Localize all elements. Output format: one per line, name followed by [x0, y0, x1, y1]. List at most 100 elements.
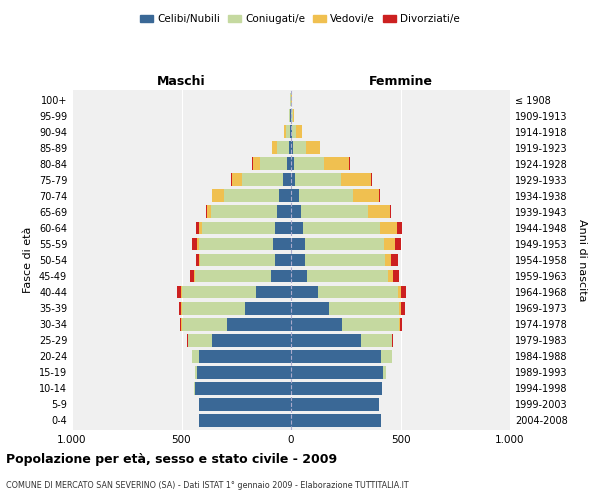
Bar [182, 286, 291, 298]
Bar [286, 126, 291, 138]
Bar [206, 206, 291, 218]
Bar [199, 398, 291, 411]
Bar [291, 286, 398, 298]
Bar [232, 174, 291, 186]
Bar [206, 206, 291, 218]
Bar [291, 286, 319, 298]
Bar [190, 270, 291, 282]
Bar [291, 126, 302, 138]
Bar [291, 286, 406, 298]
Bar [194, 270, 291, 282]
Bar [289, 142, 291, 154]
Bar [291, 142, 306, 154]
Bar [291, 109, 293, 122]
Bar [291, 366, 386, 378]
Bar [291, 190, 299, 202]
Bar [291, 366, 386, 378]
Bar [291, 126, 292, 138]
Bar [291, 350, 392, 362]
Bar [291, 222, 303, 234]
Bar [291, 350, 381, 362]
Bar [260, 158, 291, 170]
Bar [199, 398, 291, 411]
Bar [291, 302, 405, 314]
Bar [291, 286, 401, 298]
Bar [193, 350, 291, 362]
Bar [202, 222, 291, 234]
Bar [291, 334, 361, 346]
Text: Maschi: Maschi [157, 74, 206, 88]
Bar [199, 398, 291, 411]
Bar [291, 222, 380, 234]
Bar [291, 366, 386, 378]
Bar [275, 254, 291, 266]
Bar [291, 109, 293, 122]
Bar [194, 366, 291, 378]
Bar [291, 254, 385, 266]
Bar [291, 302, 329, 314]
Bar [291, 414, 381, 427]
Bar [291, 270, 307, 282]
Bar [291, 414, 381, 427]
Bar [187, 334, 291, 346]
Bar [290, 93, 291, 106]
Bar [271, 270, 291, 282]
Bar [277, 142, 291, 154]
Bar [291, 398, 379, 411]
Bar [291, 414, 381, 427]
Bar [199, 414, 291, 427]
Bar [194, 382, 291, 394]
Bar [194, 270, 291, 282]
Bar [289, 109, 291, 122]
Legend: Celibi/Nubili, Coniugati/e, Vedovi/e, Divorziati/e: Celibi/Nubili, Coniugati/e, Vedovi/e, Di… [136, 10, 464, 29]
Bar [272, 142, 291, 154]
Bar [199, 414, 291, 427]
Bar [291, 318, 400, 330]
Bar [242, 174, 291, 186]
Bar [194, 382, 291, 394]
Bar [200, 254, 291, 266]
Bar [291, 318, 402, 330]
Bar [291, 254, 398, 266]
Bar [291, 334, 392, 346]
Bar [181, 302, 291, 314]
Text: COMUNE DI MERCATO SAN SEVERINO (SA) - Dati ISTAT 1° gennaio 2009 - Elaborazione : COMUNE DI MERCATO SAN SEVERINO (SA) - Da… [6, 481, 409, 490]
Bar [197, 366, 291, 378]
Bar [180, 318, 291, 330]
Bar [256, 286, 291, 298]
Bar [291, 302, 401, 314]
Bar [193, 238, 291, 250]
Bar [291, 238, 401, 250]
Bar [291, 366, 383, 378]
Bar [291, 382, 382, 394]
Bar [291, 270, 400, 282]
Bar [194, 382, 291, 394]
Bar [212, 334, 291, 346]
Bar [176, 286, 291, 298]
Bar [291, 142, 320, 154]
Bar [291, 414, 381, 427]
Bar [291, 174, 295, 186]
Bar [199, 350, 291, 362]
Bar [287, 158, 291, 170]
Bar [211, 206, 291, 218]
Bar [182, 318, 291, 330]
Bar [196, 222, 291, 234]
Bar [291, 126, 296, 138]
Bar [197, 238, 291, 250]
Bar [290, 93, 291, 106]
Bar [194, 366, 291, 378]
Bar [181, 286, 291, 298]
Bar [291, 318, 400, 330]
Bar [291, 109, 293, 122]
Bar [227, 318, 291, 330]
Bar [291, 174, 341, 186]
Bar [291, 238, 395, 250]
Bar [291, 270, 388, 282]
Bar [224, 190, 291, 202]
Bar [291, 334, 392, 346]
Bar [199, 398, 291, 411]
Bar [274, 238, 291, 250]
Bar [291, 158, 349, 170]
Bar [291, 270, 393, 282]
